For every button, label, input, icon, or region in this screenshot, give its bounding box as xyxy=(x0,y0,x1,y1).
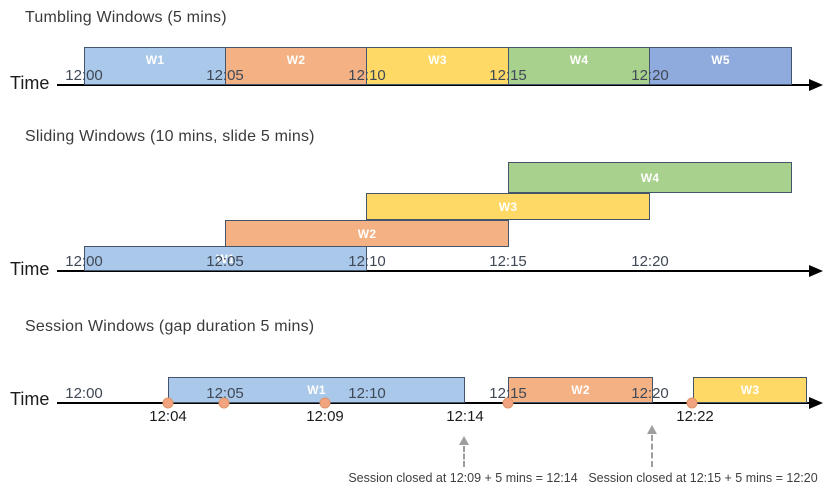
sliding-section-title: Sliding Windows (10 mins, slide 5 mins) xyxy=(25,128,315,145)
event-time-label-1204: 12:04 xyxy=(149,408,187,425)
sliding-timeline-arrowhead-icon xyxy=(809,265,823,277)
session-closed-arrow-2-icon xyxy=(647,425,657,467)
session-window-w2-label: W2 xyxy=(571,383,590,397)
session-time-axis-label: Time xyxy=(10,389,50,409)
session-timeline-arrowhead-icon xyxy=(809,397,823,409)
session-timeline xyxy=(57,402,809,404)
tumbling-window-w3: W3 xyxy=(366,47,509,85)
arrow-up-tip-icon xyxy=(647,425,657,434)
event-time-label-1209: 12:09 xyxy=(306,408,344,425)
tumbling-window-w2-label: W2 xyxy=(286,53,306,67)
tumbling-tick-1210: 12:10 xyxy=(348,67,386,84)
event-dot-1204 xyxy=(162,397,174,409)
tumbling-tick-1215: 12:15 xyxy=(489,67,527,84)
sliding-time-axis-label: Time xyxy=(10,259,50,279)
tumbling-timeline xyxy=(57,84,809,86)
sliding-window-w1-label: W1 xyxy=(216,251,235,266)
tumbling-window-w5: W5 xyxy=(649,47,792,85)
sliding-window-w2-label: W2 xyxy=(357,226,377,241)
session-window-w3-label: W3 xyxy=(740,383,760,397)
event-dot-1209 xyxy=(319,397,331,409)
event-time-label-1222: 12:22 xyxy=(676,408,714,425)
sliding-window-w3: W3 xyxy=(366,193,650,220)
event-dot-1222 xyxy=(686,397,698,409)
tumbling-window-w2: W2 xyxy=(225,47,367,85)
session-tick-1200: 12:00 xyxy=(65,385,103,402)
session-window-w2: W2 xyxy=(508,377,653,403)
event-time-label-1214: 12:14 xyxy=(446,408,484,425)
sliding-window-w3-label: W3 xyxy=(498,199,518,214)
tumbling-timeline-arrowhead-icon xyxy=(809,79,823,91)
tumbling-window-w4-label: W4 xyxy=(569,53,589,67)
tumbling-window-w1: W1 xyxy=(84,47,226,85)
sliding-window-w2: W2 xyxy=(225,220,509,247)
session-section-title: Session Windows (gap duration 5 mins) xyxy=(25,318,315,335)
tumbling-tick-1200: 12:00 xyxy=(65,67,103,84)
tumbling-section-title: Tumbling Windows (5 mins) xyxy=(25,9,227,26)
sliding-tick-1215: 12:15 xyxy=(489,253,527,270)
tumbling-tick-1205: 12:05 xyxy=(206,67,244,84)
session-window-w3: W3 xyxy=(693,377,807,403)
session-closed-arrow-1-icon xyxy=(459,436,469,467)
sliding-window-w4-label: W4 xyxy=(640,170,660,185)
tumbling-time-axis-label: Time xyxy=(10,73,50,93)
session-closed-annotation-1: Session closed at 12:09 + 5 mins = 12:14 xyxy=(348,471,578,485)
tumbling-window-w1-label: W1 xyxy=(145,53,165,67)
event-dot-1215 xyxy=(502,397,514,409)
sliding-window-w4: W4 xyxy=(508,162,792,193)
session-tick-1210: 12:10 xyxy=(348,385,386,402)
sliding-tick-1210: 12:10 xyxy=(348,253,386,270)
tumbling-window-w3-label: W3 xyxy=(428,53,447,67)
session-window-w1-label: W1 xyxy=(307,383,326,397)
sliding-window-w1: W1 xyxy=(84,246,367,271)
session-closed-annotation-2: Session closed at 12:15 + 5 mins = 12:20 xyxy=(588,471,818,485)
tumbling-window-w5-label: W5 xyxy=(711,53,730,67)
sliding-tick-1220: 12:20 xyxy=(631,253,669,270)
session-tick-1205: 12:05 xyxy=(206,385,244,402)
sliding-timeline xyxy=(57,270,809,272)
tumbling-window-w4: W4 xyxy=(508,47,650,85)
event-dot-1206 xyxy=(218,397,230,409)
tumbling-tick-1220: 12:20 xyxy=(631,67,669,84)
sliding-tick-1200: 12:00 xyxy=(65,253,103,270)
session-tick-1220: 12:20 xyxy=(631,385,669,402)
arrow-up-tip-icon xyxy=(459,436,469,445)
session-window-w1: W1 xyxy=(168,377,465,403)
sliding-tick-1205: 12:05 xyxy=(206,253,244,270)
session-tick-1215: 12:15 xyxy=(489,385,527,402)
